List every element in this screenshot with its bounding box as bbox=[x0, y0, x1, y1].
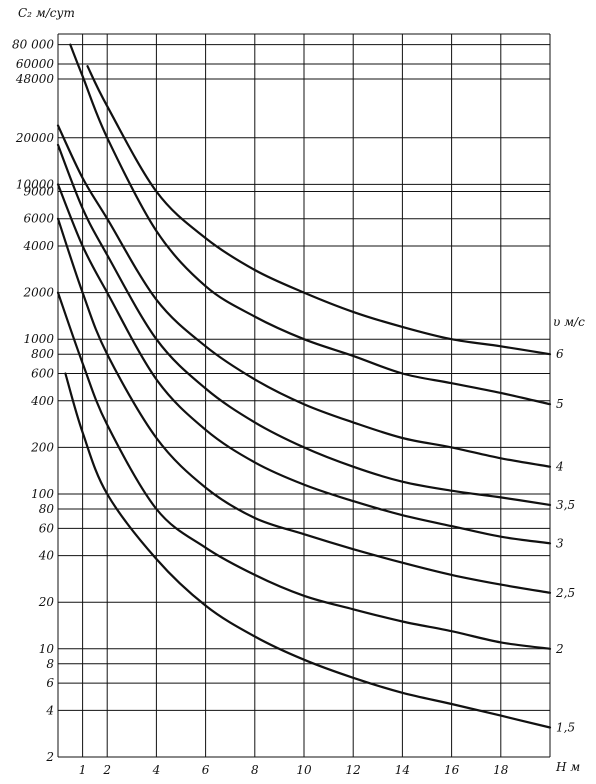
vertical-gridlines bbox=[57, 34, 551, 757]
legend-title: υ м/с bbox=[553, 315, 585, 329]
y-tick-label: 800 bbox=[31, 347, 54, 361]
y-tick-label: 4000 bbox=[22, 239, 54, 253]
x-tick-label: 10 bbox=[296, 763, 312, 777]
series-line-2,5 bbox=[56, 217, 552, 594]
y-tick-label: 60000 bbox=[16, 57, 55, 71]
y-tick-label: 80 000 bbox=[12, 38, 54, 52]
y-tick-label: 4 bbox=[45, 703, 54, 717]
y-tick-label: 8 bbox=[46, 657, 54, 671]
x-tick-label: 8 bbox=[251, 763, 259, 777]
x-tick-label: 12 bbox=[346, 763, 361, 777]
x-axis-title: Н м bbox=[555, 760, 580, 774]
series-label: 2 bbox=[555, 642, 564, 656]
y-tick-label: 40 bbox=[38, 549, 55, 563]
y-tick-label: 2 bbox=[45, 750, 54, 764]
series-line-4 bbox=[56, 124, 552, 468]
series-label: 2,5 bbox=[555, 586, 575, 600]
x-tick-label: 1 bbox=[79, 763, 87, 777]
series-label: 4 bbox=[555, 460, 564, 474]
y-tick-label: 20000 bbox=[15, 131, 55, 145]
series-label: 6 bbox=[556, 347, 564, 361]
y-tick-label: 48000 bbox=[15, 72, 55, 86]
x-tick-label: 4 bbox=[152, 763, 161, 777]
series-line-3 bbox=[56, 183, 552, 545]
x-tick-label: 2 bbox=[102, 763, 111, 777]
series-label: 3,5 bbox=[556, 498, 575, 512]
series-label: 3 bbox=[556, 536, 564, 550]
y-tick-label: 10 bbox=[39, 642, 55, 656]
y-tick-label: 2000 bbox=[22, 286, 54, 300]
y-tick-label: 1000 bbox=[23, 332, 54, 346]
y-tick-label: 60 bbox=[39, 521, 55, 535]
series-line-1,5 bbox=[64, 372, 552, 729]
series-line-5 bbox=[69, 43, 552, 406]
y-tick-label: 6000 bbox=[23, 212, 54, 226]
series-curves bbox=[56, 43, 552, 729]
x-tick-label: 14 bbox=[395, 763, 410, 777]
series-label: 5 bbox=[556, 397, 564, 411]
y-tick-label: 6 bbox=[46, 676, 54, 690]
horizontal-gridlines bbox=[58, 33, 550, 758]
x-tick-label: 18 bbox=[493, 763, 509, 777]
series-labels: 6 5 4 3,5 3 2,5 2 1,5 bbox=[555, 347, 575, 734]
y-tick-label: 600 bbox=[31, 367, 54, 381]
x-tick-label: 16 bbox=[444, 763, 460, 777]
y-axis-title: C₂ м/сут bbox=[18, 6, 75, 20]
series-line-2 bbox=[56, 291, 552, 650]
y-tick-label: 80 bbox=[39, 502, 55, 516]
y-tick-label: 100 bbox=[31, 487, 54, 501]
series-line-6 bbox=[86, 65, 552, 356]
series-label: 1,5 bbox=[556, 721, 575, 735]
x-tick-labels: 1 2 4 6 8 10 12 14 16 18 bbox=[79, 763, 509, 777]
y-tick-label: 200 bbox=[30, 440, 54, 454]
y-tick-label: 20 bbox=[38, 595, 55, 609]
x-tick-label: 6 bbox=[202, 763, 210, 777]
series-line-3,5 bbox=[56, 143, 552, 506]
y-tick-label: 400 bbox=[30, 394, 54, 408]
y-tick-label: 9000 bbox=[23, 184, 54, 198]
y-tick-label: 10000 bbox=[16, 177, 55, 191]
